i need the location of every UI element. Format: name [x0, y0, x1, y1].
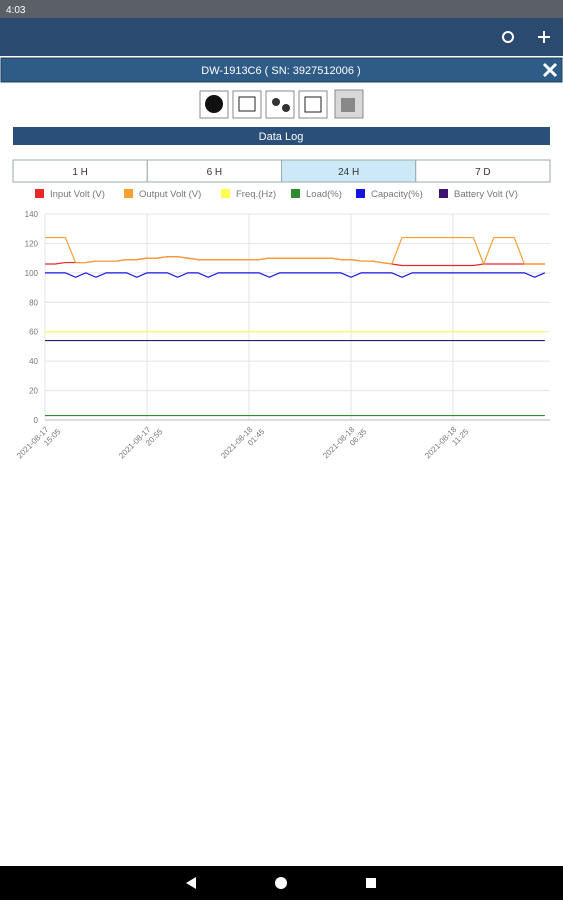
y-tick-label: 0	[34, 416, 39, 425]
section-bar	[13, 127, 550, 145]
y-tick-label: 100	[25, 269, 39, 278]
x-tick-label: 2021-08-1801:45	[219, 420, 267, 468]
calendar-icon	[304, 96, 322, 113]
tab-label: 1 H	[72, 167, 88, 178]
tab[interactable]	[415, 159, 551, 183]
legend-swatch	[124, 189, 133, 198]
tab-label: 7 D	[475, 167, 491, 178]
info-icon	[205, 95, 223, 113]
gear-icon	[272, 98, 280, 106]
legend-swatch	[439, 189, 448, 198]
app-bar	[0, 18, 563, 56]
toolbar	[199, 89, 364, 119]
legend-label: Capacity(%)	[371, 189, 423, 200]
gear-icon	[282, 104, 290, 112]
monitor-button[interactable]	[232, 90, 262, 119]
legend-swatch	[356, 189, 365, 198]
device-title: DW-1913C6 ( SN: 3927512006 )	[201, 65, 360, 77]
series-line	[45, 272, 546, 278]
x-tick-label: 2021-08-1715:05	[15, 420, 63, 468]
legend-label: Input Volt (V)	[50, 189, 105, 200]
status-bar	[0, 0, 563, 18]
legend-label: Freq.(Hz)	[236, 189, 276, 200]
legend-swatch	[291, 189, 300, 198]
plot: 0 20 40 60 80 100 120 140 2021-08-1715:05 2021-08…	[15, 210, 550, 468]
tab-label: 6 H	[207, 167, 223, 178]
legend-label: Load(%)	[306, 189, 342, 200]
device-bar	[0, 57, 563, 83]
settings-button[interactable]	[265, 90, 295, 119]
legend-swatch	[221, 189, 230, 198]
recents-button[interactable]	[366, 878, 376, 888]
time: 4:03	[6, 5, 26, 16]
legend-swatch	[35, 189, 44, 198]
legend: Input Volt (V) Output Volt (V) Freq.(Hz) Lo…	[35, 189, 518, 200]
log-icon	[341, 98, 355, 112]
y-tick-label: 140	[25, 210, 39, 219]
y-tick-label: 60	[29, 328, 38, 337]
refresh-icon[interactable]	[502, 31, 514, 43]
tab-label: 24 H	[338, 167, 359, 178]
y-tick-label: 40	[29, 357, 38, 366]
add-icon[interactable]	[538, 31, 550, 43]
y-tick-label: 120	[25, 239, 39, 248]
legend-label: Battery Volt (V)	[454, 189, 518, 200]
close-icon[interactable]	[542, 62, 558, 78]
section-title: Data Log	[259, 131, 304, 143]
y-tick-label: 80	[29, 298, 38, 307]
y-tick-label: 20	[29, 387, 38, 396]
legend-label: Output Volt (V)	[139, 189, 201, 200]
x-tick-label: 2021-08-1720:55	[117, 420, 165, 468]
home-button[interactable]	[275, 877, 287, 889]
schedule-button[interactable]	[298, 90, 328, 119]
tabs: 1 H 6 H 24 H 7 D	[12, 159, 551, 183]
x-tick-label: 2021-08-1806:35	[321, 420, 369, 468]
monitor-icon	[238, 96, 256, 112]
back-button[interactable]	[186, 877, 196, 889]
x-tick-label: 2021-08-1811:25	[423, 420, 471, 468]
series-line	[45, 236, 545, 266]
